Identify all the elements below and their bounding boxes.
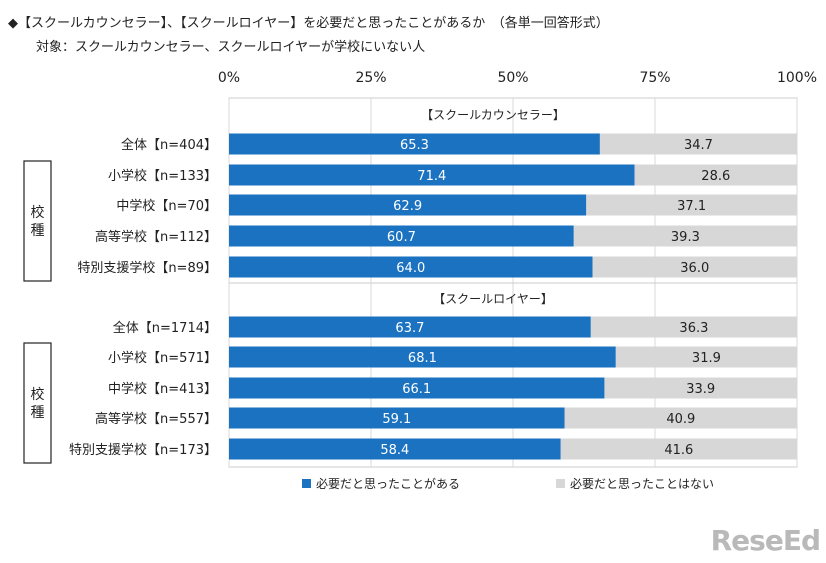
group-bracket <box>23 342 52 464</box>
row-label: 中学校【n=413】 <box>108 381 217 397</box>
data-label-yes: 71.4 <box>417 169 446 184</box>
x-tick-label: 100% <box>777 70 817 86</box>
data-label-no: 34.7 <box>684 138 713 153</box>
x-tick-label: 25% <box>355 70 386 86</box>
section-header-label: 【スクールカウンセラー】 <box>421 108 565 122</box>
legend-label: 必要だと思ったことはない <box>570 477 714 491</box>
section-header-label: 【スクールロイヤー】 <box>433 292 553 306</box>
bar-segment-no <box>634 164 797 186</box>
watermark-logo: ReseEd <box>710 524 821 557</box>
row-label: 小学校【n=133】 <box>108 168 217 184</box>
x-tick-label: 0% <box>218 70 240 86</box>
bar-segment-no <box>604 377 797 399</box>
data-label-yes: 59.1 <box>382 412 411 427</box>
legend-swatch <box>556 479 565 488</box>
bar-segment-no <box>615 346 797 368</box>
bar-segment-yes <box>229 164 635 186</box>
data-label-no: 40.9 <box>666 412 695 427</box>
row-label: 全体【n=1714】 <box>113 320 217 336</box>
bar-segment-no <box>592 256 797 278</box>
row-label: 中学校【n=70】 <box>116 198 217 214</box>
data-label-no: 28.6 <box>701 169 730 184</box>
group-label-char: 校 <box>31 386 45 403</box>
legend-swatch <box>302 479 311 488</box>
data-label-no: 37.1 <box>677 199 706 214</box>
bar-segment-yes <box>229 225 574 247</box>
data-label-no: 39.3 <box>671 230 700 245</box>
x-tick-label: 75% <box>639 70 670 86</box>
chart-subtitle: 対象：スクールカウンセラー、スクールロイヤーが学校にいない人 <box>36 40 426 55</box>
bar-segment-yes <box>229 133 600 155</box>
bar-segment-yes <box>229 194 587 216</box>
data-label-yes: 62.9 <box>393 199 422 214</box>
row-label: 高等学校【n=557】 <box>95 411 217 427</box>
data-label-no: 36.0 <box>680 261 709 276</box>
bar-segment-yes <box>229 256 593 278</box>
bar-segment-no <box>564 407 797 429</box>
data-label-yes: 63.7 <box>395 321 424 336</box>
bar-segment-no <box>586 194 797 216</box>
data-label-no: 31.9 <box>692 351 721 366</box>
bar-segment-yes <box>229 346 616 368</box>
row-label: 高等学校【n=112】 <box>95 229 217 245</box>
data-label-no: 41.6 <box>664 443 693 458</box>
bar-segment-yes <box>229 377 605 399</box>
chart-title: ◆【スクールカウンセラー】、【スクールロイヤー】を必要だと思ったことがあるか （… <box>8 16 609 31</box>
bar-segment-yes <box>229 407 565 429</box>
data-label-yes: 58.4 <box>380 443 409 458</box>
bar-segment-no <box>573 225 797 247</box>
bar-segment-no <box>560 438 797 460</box>
bar-segment-no <box>590 316 797 338</box>
bar-segment-yes <box>229 438 561 460</box>
data-label-yes: 64.0 <box>396 261 425 276</box>
row-label: 小学校【n=571】 <box>108 350 217 366</box>
legend-label: 必要だと思ったことがある <box>316 476 460 491</box>
x-tick-label: 50% <box>497 70 528 86</box>
bar-segment-yes <box>229 316 591 338</box>
row-label: 全体【n=404】 <box>121 137 217 153</box>
group-label-char: 校 <box>31 204 45 221</box>
data-label-yes: 66.1 <box>402 382 431 397</box>
group-bracket <box>23 160 52 282</box>
group-label-char: 種 <box>31 223 45 239</box>
group-label-char: 種 <box>31 405 45 421</box>
row-label: 特別支援学校【n=173】 <box>69 442 217 458</box>
data-label-yes: 60.7 <box>387 230 416 245</box>
data-label-no: 33.9 <box>686 382 715 397</box>
data-label-no: 36.3 <box>679 321 708 336</box>
data-label-yes: 65.3 <box>400 138 429 153</box>
row-label: 特別支援学校【n=89】 <box>77 260 217 276</box>
bar-segment-no <box>599 133 797 155</box>
data-label-yes: 68.1 <box>408 351 437 366</box>
